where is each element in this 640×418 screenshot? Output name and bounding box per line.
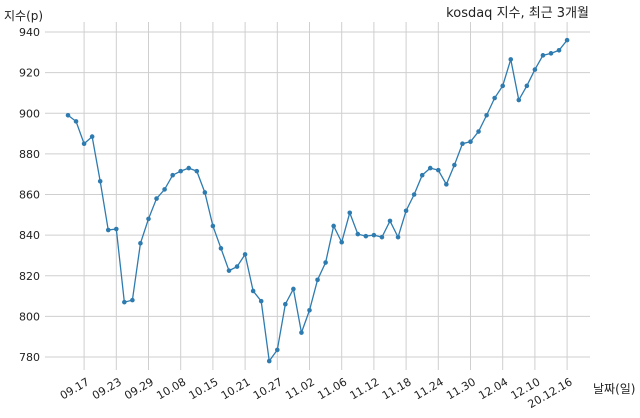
data-point [202, 190, 208, 195]
data-point [234, 264, 240, 269]
data-point [323, 260, 328, 265]
data-point [476, 129, 481, 134]
data-point [452, 162, 457, 168]
data-point [307, 307, 312, 313]
data-point [226, 268, 232, 273]
series-line [67, 39, 568, 363]
y-tick-label: 940 [19, 26, 40, 39]
x-tick-label: 10.08 [154, 375, 188, 402]
y-tick-label: 840 [19, 229, 40, 242]
data-point [371, 232, 377, 238]
data-point [162, 187, 167, 192]
data-point [81, 141, 87, 147]
y-tick-label: 900 [19, 107, 40, 120]
data-point [379, 234, 385, 240]
data-point [331, 223, 336, 229]
y-tick-label: 880 [19, 148, 40, 161]
x-tick-label: 09.23 [90, 375, 124, 402]
data-point [444, 182, 449, 187]
y-tick-label: 780 [19, 351, 40, 364]
data-point [532, 67, 538, 72]
y-axis-label: 지수(p) [4, 9, 43, 23]
data-point [114, 226, 119, 232]
y-tick-label: 800 [19, 310, 40, 323]
data-point [170, 172, 175, 178]
data-point [97, 178, 103, 184]
y-tick-label: 820 [19, 270, 40, 283]
data-point [242, 252, 248, 257]
data-point [339, 239, 345, 245]
data-point [468, 139, 473, 144]
data-point [556, 47, 562, 53]
data-point [89, 134, 95, 139]
data-point [460, 141, 465, 147]
data-point [130, 297, 135, 303]
data-point [266, 358, 272, 364]
data-point [355, 231, 361, 237]
x-tick-label: 10.21 [219, 375, 253, 402]
data-point [138, 240, 143, 246]
data-point [73, 119, 79, 124]
data-point [250, 288, 256, 294]
data-point [275, 347, 280, 353]
x-tick-label: 09.29 [122, 375, 156, 402]
y-tick-label: 920 [19, 67, 40, 80]
data-point [299, 330, 304, 335]
data-point [516, 97, 522, 103]
data-point [146, 216, 151, 222]
data-point [65, 112, 71, 118]
data-point [154, 196, 159, 201]
data-point [500, 83, 506, 89]
y-tick-label: 860 [19, 189, 40, 202]
data-point [419, 172, 425, 178]
x-tick-label: 11.24 [412, 375, 446, 402]
data-point [492, 95, 497, 101]
data-point [524, 83, 530, 89]
data-point [315, 277, 320, 283]
data-point [387, 218, 393, 224]
data-point [291, 286, 296, 292]
x-tick-labels: 09.1709.2309.2910.0810.1510.2110.2711.02… [58, 375, 575, 411]
x-axis-label: 날짜(일) [593, 382, 635, 396]
series-points [65, 37, 570, 364]
x-tick-label: 11.18 [380, 375, 414, 402]
data-point [210, 223, 216, 229]
data-point [178, 168, 183, 174]
x-tick-label: 10.27 [251, 375, 285, 402]
x-tick-label: 11.06 [315, 375, 349, 402]
x-tick-label: 09.17 [58, 375, 92, 402]
data-point [548, 51, 554, 56]
data-point [436, 167, 441, 173]
data-point [403, 208, 409, 214]
data-point [564, 37, 570, 43]
x-tick-label: 12.04 [476, 375, 510, 402]
data-point [218, 246, 224, 251]
data-point [194, 168, 200, 174]
data-point [508, 57, 514, 62]
data-point [395, 234, 401, 240]
data-point [258, 298, 264, 304]
data-point [283, 301, 288, 307]
data-point [363, 233, 369, 239]
y-tick-labels: 780 800 820 840 860 880 900 920 940 [19, 26, 40, 364]
data-point [540, 53, 546, 58]
data-point [186, 165, 192, 171]
data-point [347, 210, 353, 216]
grid-lines [45, 22, 590, 370]
x-tick-label: 10.15 [187, 375, 221, 402]
data-point [427, 165, 433, 171]
x-tick-label: 11.02 [283, 375, 317, 402]
x-tick-label: 11.30 [444, 375, 478, 402]
data-point [484, 112, 489, 118]
data-point [105, 227, 111, 233]
chart-title: kosdaq 지수, 최근 3개월 [446, 6, 589, 21]
data-point [411, 192, 417, 197]
x-tick-label: 11.12 [348, 375, 382, 402]
data-point [122, 299, 127, 305]
